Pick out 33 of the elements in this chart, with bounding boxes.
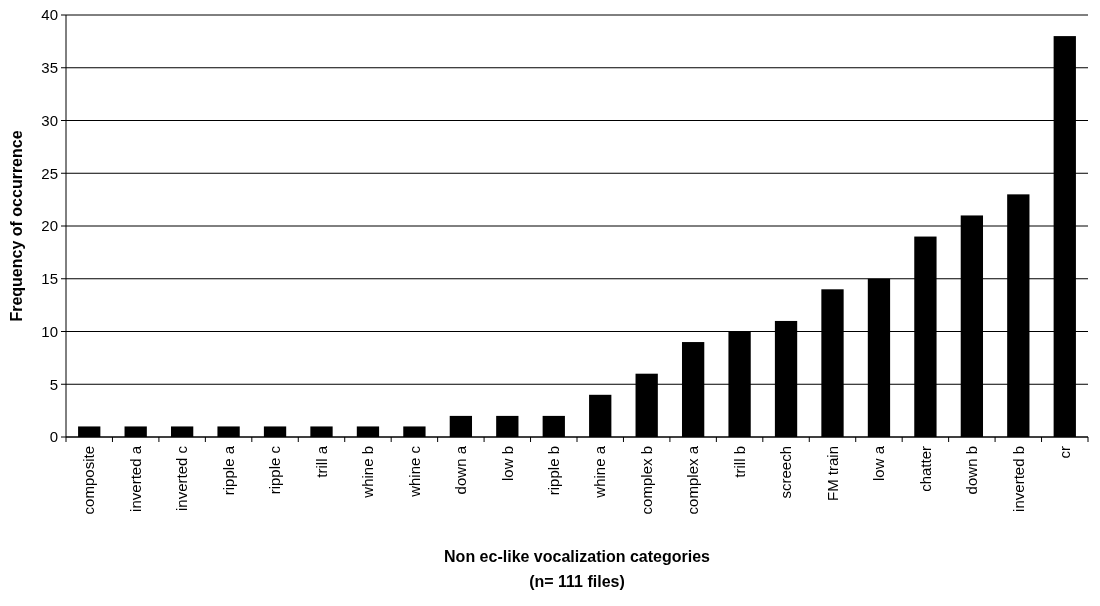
x-tick-label: ripple b	[545, 446, 563, 496]
x-tick-label: ripple a	[219, 445, 237, 496]
x-tick-label: ripple c	[266, 445, 284, 495]
y-tick-label: 15	[41, 270, 58, 287]
x-tick-label: cr	[1056, 446, 1074, 459]
x-tick-label: FM train	[823, 446, 841, 502]
y-tick-label: 10	[41, 322, 58, 340]
x-tick-label: trill b	[730, 446, 748, 478]
y-tick-label: 25	[41, 164, 58, 182]
x-tick-label: whine c	[405, 445, 423, 498]
x-tick-label: complex b	[637, 446, 655, 515]
y-axis-title: Frequency of occurrence	[8, 130, 25, 322]
y-tick-label: 0	[49, 428, 58, 446]
x-axis-title: Non ec-like vocalization categories (n= 111 files)	[444, 548, 711, 590]
y-tick-label: 40	[41, 6, 58, 24]
x-tick-label: low a	[870, 445, 888, 482]
y-tick-label: 30	[41, 111, 58, 129]
x-tick-label: chatter	[916, 446, 934, 492]
x-tick-label: inverted a	[126, 445, 144, 512]
x-tick-label: whine b	[359, 446, 377, 499]
x-tick-label: inverted c	[173, 445, 191, 512]
y-tick-label: 20	[41, 217, 58, 235]
y-tick-label: 35	[41, 59, 58, 76]
x-tick-label: down b	[963, 446, 981, 495]
x-tick-label: whine a	[591, 445, 609, 499]
x-tick-label: low b	[498, 446, 516, 482]
x-tick-label: down a	[452, 445, 470, 495]
x-tick-label: trill a	[312, 445, 330, 478]
y-tick-label: 5	[49, 375, 58, 393]
x-tick-label: screech	[777, 446, 795, 499]
x-tick-label: inverted b	[1009, 446, 1027, 512]
x-tick-label: composite	[80, 446, 98, 515]
x-tick-label: complex a	[684, 445, 702, 515]
